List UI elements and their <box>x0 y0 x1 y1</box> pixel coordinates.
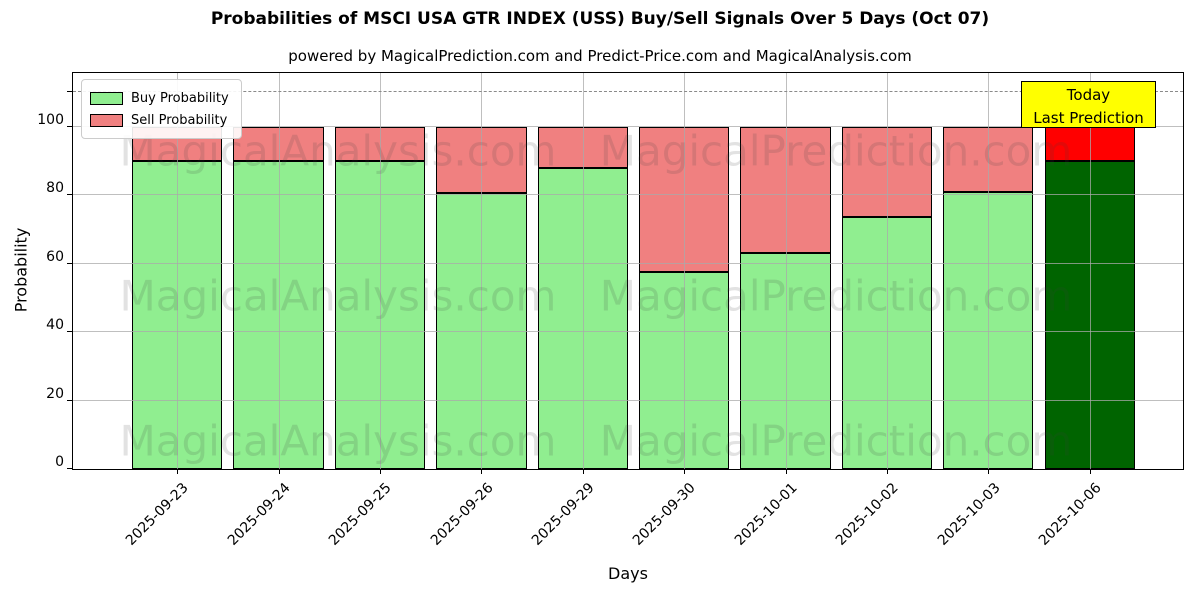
x-tick-mark <box>684 469 686 474</box>
x-axis-label: Days <box>608 564 648 583</box>
bar-segment-buy <box>334 160 426 469</box>
bar-segment-buy <box>638 272 730 469</box>
x-tick-mark <box>177 469 179 474</box>
x-tick-label: 2025-09-23 <box>123 480 193 550</box>
y-tick-mark <box>67 262 73 264</box>
x-tick-label: 2025-09-24 <box>224 480 294 550</box>
gridline-vertical <box>481 73 483 469</box>
gridline-vertical <box>988 73 990 469</box>
gridline-vertical <box>177 73 179 469</box>
legend-label-sell: Sell Probability <box>131 112 228 128</box>
x-tick-label: 2025-10-06 <box>1035 480 1105 550</box>
today-annotation: Today Last Prediction <box>1021 81 1156 128</box>
y-tick-mark <box>67 468 73 469</box>
bar-segment-sell <box>943 126 1034 192</box>
plot-area: Buy Probability Sell Probability Today L… <box>37 72 1184 549</box>
sell-swatch-icon <box>90 113 123 127</box>
bar-segment-sell <box>436 126 527 194</box>
gridline-vertical <box>684 73 686 469</box>
x-tick-label: 2025-10-02 <box>832 480 902 550</box>
gridline-horizontal <box>73 399 1183 401</box>
legend-label-buy: Buy Probability <box>131 90 229 106</box>
x-tick-mark <box>1089 469 1091 474</box>
bar-segment-sell <box>740 126 831 254</box>
gridline-horizontal <box>73 194 1183 196</box>
bar-segment-buy <box>943 191 1034 469</box>
bar-segment-sell <box>638 126 730 273</box>
x-tick-mark <box>785 469 787 474</box>
bar-segment-buy <box>841 217 933 469</box>
gridline-horizontal <box>73 331 1183 333</box>
y-tick-label: 100 <box>37 111 64 128</box>
x-tick-mark <box>988 469 990 474</box>
y-axis-label: Probability <box>11 227 31 313</box>
y-tick-label: 20 <box>46 385 64 402</box>
x-tick-label: 2025-09-26 <box>427 480 497 550</box>
x-tick-mark <box>481 469 483 474</box>
x-tick-label: 2025-09-30 <box>630 480 700 550</box>
x-tick-label: 2025-09-25 <box>326 480 395 550</box>
bar-segment-buy <box>233 160 324 469</box>
chart-subtitle: powered by MagicalPrediction.com and Pre… <box>288 47 912 65</box>
y-tick-mark <box>67 399 73 401</box>
legend-item-sell: Sell Probability <box>90 109 229 131</box>
dashed-threshold-line <box>73 91 1183 93</box>
bar-segment-buy <box>537 167 628 469</box>
bar-segment-buy <box>740 253 831 469</box>
x-tick-label: 2025-09-29 <box>528 480 598 550</box>
x-tick-mark <box>379 469 381 474</box>
x-tick-mark <box>582 469 584 474</box>
y-tick-label: 0 <box>55 454 64 470</box>
y-tick-label: 80 <box>46 180 64 197</box>
bar-segment-sell <box>537 126 628 168</box>
y-tick-mark <box>67 91 73 93</box>
x-tick-mark <box>886 469 888 474</box>
legend-item-buy: Buy Probability <box>90 87 229 109</box>
buy-swatch-icon <box>90 91 123 105</box>
bar-segment-sell <box>841 126 933 218</box>
y-tick-mark <box>67 194 73 196</box>
gridline-vertical <box>1089 73 1091 469</box>
y-tick-mark <box>67 125 73 127</box>
x-tick-label: 2025-10-01 <box>731 480 801 550</box>
gridline-horizontal <box>73 262 1183 264</box>
y-tick-label: 40 <box>46 317 64 334</box>
x-tick-mark <box>278 469 280 474</box>
today-annotation-line2: Last Prediction <box>1033 108 1144 127</box>
gridline-vertical <box>886 73 888 469</box>
bar-segment-sell <box>1044 126 1135 161</box>
today-annotation-line1: Today <box>1066 86 1111 104</box>
gridline-vertical <box>379 73 381 469</box>
y-tick-mark <box>67 331 73 333</box>
legend: Buy Probability Sell Probability <box>81 79 242 139</box>
chart-title: Probabilities of MSCI USA GTR INDEX (USS… <box>210 9 990 29</box>
bar-segment-buy <box>1044 160 1135 469</box>
gridline-vertical <box>582 73 584 469</box>
bar-segment-sell <box>233 126 324 161</box>
gridline-vertical <box>785 73 787 469</box>
x-tick-label: 2025-10-03 <box>934 480 1004 550</box>
gridline-horizontal <box>73 125 1183 127</box>
bar-segment-sell <box>334 126 426 161</box>
gridline-vertical <box>278 73 280 469</box>
y-tick-label: 60 <box>46 248 64 265</box>
